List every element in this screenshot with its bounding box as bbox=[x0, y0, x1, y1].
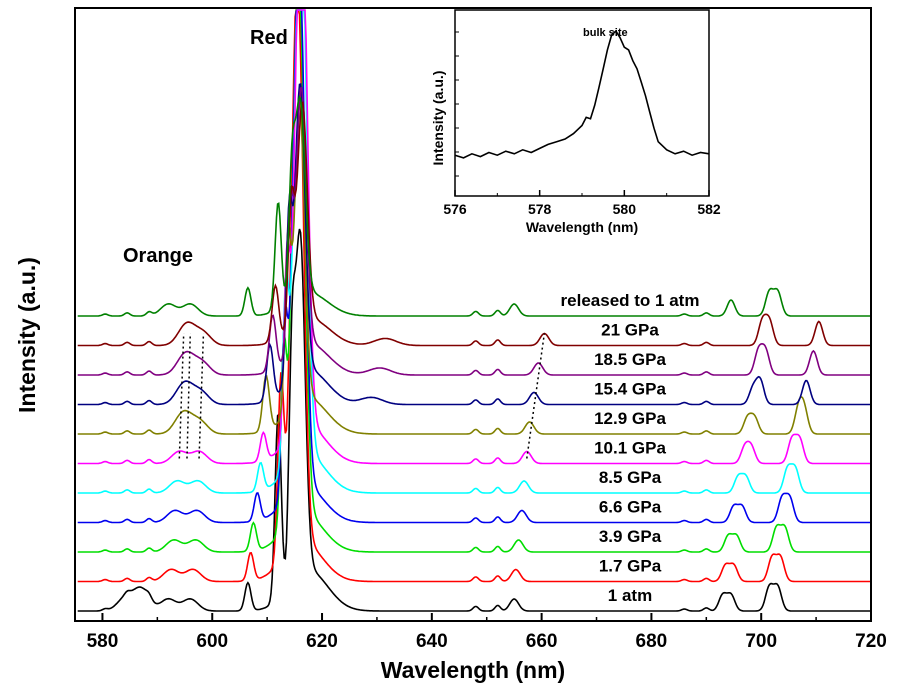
x-tick-label-2: 620 bbox=[306, 631, 338, 652]
inset-x-tick-label-3: 582 bbox=[697, 201, 721, 217]
inset-ticks bbox=[454, 31, 710, 196]
x-tick-label-4: 660 bbox=[526, 631, 558, 652]
y-axis-title: Intensity (a.u.) bbox=[14, 257, 40, 413]
series-line-7 bbox=[77, 82, 871, 406]
x-tick-label-5: 680 bbox=[636, 631, 668, 652]
series-line-2 bbox=[77, 9, 871, 553]
series-label-0: 1 atm bbox=[608, 586, 652, 605]
inset-trace bbox=[454, 29, 710, 159]
inset-x-tick-label-1: 578 bbox=[528, 201, 552, 217]
main-x-tick-labels: 580 600 620 640 660 680 700 720 bbox=[87, 631, 887, 652]
series-label-9: 21 GPa bbox=[601, 321, 659, 340]
series-label-4: 8.5 GPa bbox=[599, 468, 662, 487]
x-tick-label-3: 640 bbox=[416, 631, 448, 652]
series-label-7: 15.4 GPa bbox=[594, 380, 666, 399]
main-traces bbox=[77, 9, 871, 612]
series-line-1 bbox=[77, 9, 871, 583]
x-tick-label-7: 720 bbox=[855, 631, 887, 652]
main-x-ticks bbox=[101, 613, 872, 621]
series-line-3 bbox=[77, 9, 871, 524]
series-label-1: 1.7 GPa bbox=[599, 557, 662, 576]
series-label-3: 6.6 GPa bbox=[599, 498, 662, 517]
inset-x-tick-label-2: 580 bbox=[613, 201, 637, 217]
inset-annotation-bulk-site: bulk site bbox=[583, 27, 628, 39]
series-label-5: 10.1 GPa bbox=[594, 439, 666, 458]
inset-y-axis-title: Intensity (a.u.) bbox=[430, 71, 446, 166]
series-line-6 bbox=[77, 100, 871, 435]
series-line-0 bbox=[77, 228, 871, 612]
annotation-red: Red bbox=[250, 27, 288, 49]
series-labels: 1 atm 1.7 GPa 3.9 GPa 6.6 GPa 8.5 GPa 10.1 GP… bbox=[561, 291, 700, 605]
series-line-8 bbox=[77, 86, 871, 376]
inset-x-tick-labels: 576 578 580 582 bbox=[443, 201, 721, 217]
x-tick-label-1: 600 bbox=[196, 631, 228, 652]
inset-x-tick-label-0: 576 bbox=[443, 201, 467, 217]
peak-shift-guide-3 bbox=[526, 333, 546, 459]
main-plot: 580 600 620 640 660 680 700 720 1 atm 1.7 GPa 3.9… bbox=[14, 7, 887, 683]
inset-series-line bbox=[454, 29, 710, 159]
x-axis-title: Wavelength (nm) bbox=[381, 657, 565, 683]
series-label-10: released to 1 atm bbox=[561, 291, 700, 310]
series-label-2: 3.9 GPa bbox=[599, 527, 662, 546]
peak-shift-guide-1 bbox=[186, 333, 192, 459]
peak-shift-guide-2 bbox=[198, 333, 205, 459]
x-tick-label-6: 700 bbox=[745, 631, 777, 652]
series-line-5 bbox=[77, 9, 871, 465]
peak-shift-guides bbox=[178, 333, 546, 459]
inset-plot: 576 578 580 582 Wavelength (nm) Intensity (… bbox=[430, 9, 721, 235]
annotation-orange: Orange bbox=[123, 245, 193, 267]
x-tick-label-0: 580 bbox=[87, 631, 119, 652]
inset-x-axis-title: Wavelength (nm) bbox=[526, 219, 638, 235]
series-line-9 bbox=[77, 101, 871, 347]
series-line-4 bbox=[77, 9, 871, 494]
peak-shift-guide-0 bbox=[178, 333, 185, 459]
main-plot-frame bbox=[74, 7, 872, 622]
inset-background bbox=[455, 10, 709, 196]
series-line-10 bbox=[77, 94, 871, 317]
series-label-8: 18.5 GPa bbox=[594, 350, 666, 369]
series-label-6: 12.9 GPa bbox=[594, 409, 666, 428]
